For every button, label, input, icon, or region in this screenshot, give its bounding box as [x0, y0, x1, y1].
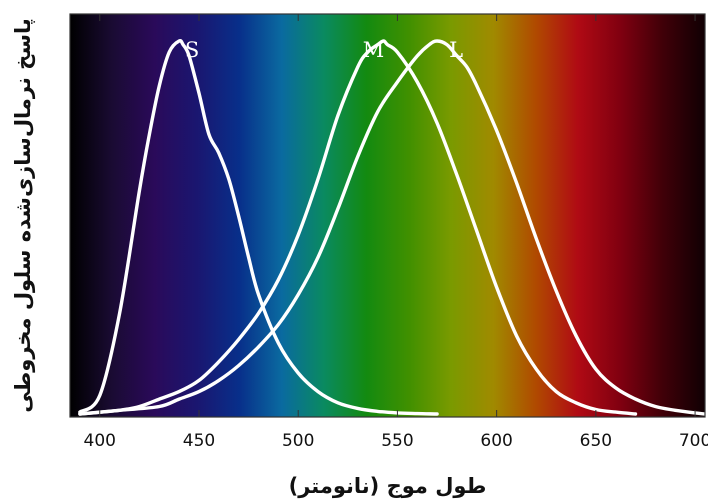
- x-axis-ticks: 400 450 500 550 600 650 700: [84, 14, 708, 451]
- x-tick-label-400: 400: [84, 431, 116, 451]
- x-axis-title: طول موج (نانومتر): [289, 474, 487, 499]
- curve-s: [78, 39, 439, 416]
- curves-layer: [78, 39, 707, 416]
- curve-label-s: S: [185, 38, 199, 62]
- x-tick-label-500: 500: [282, 431, 314, 451]
- curve-label-m: M: [363, 38, 385, 62]
- spectrum-background: [70, 14, 705, 417]
- curve-label-l: L: [449, 38, 463, 62]
- x-tick-label-700: 700: [679, 431, 708, 451]
- x-tick-label-450: 450: [183, 431, 215, 451]
- curve-l: [78, 39, 707, 416]
- x-tick-label-600: 600: [480, 431, 512, 451]
- plot-frame: [69, 13, 706, 418]
- curve-m: [78, 39, 638, 416]
- x-tick-label-550: 550: [381, 431, 413, 451]
- x-tick-label-650: 650: [580, 431, 612, 451]
- y-axis-title: پاسخ نرمال‌سازی‌شده سلول مخروطی: [11, 18, 35, 413]
